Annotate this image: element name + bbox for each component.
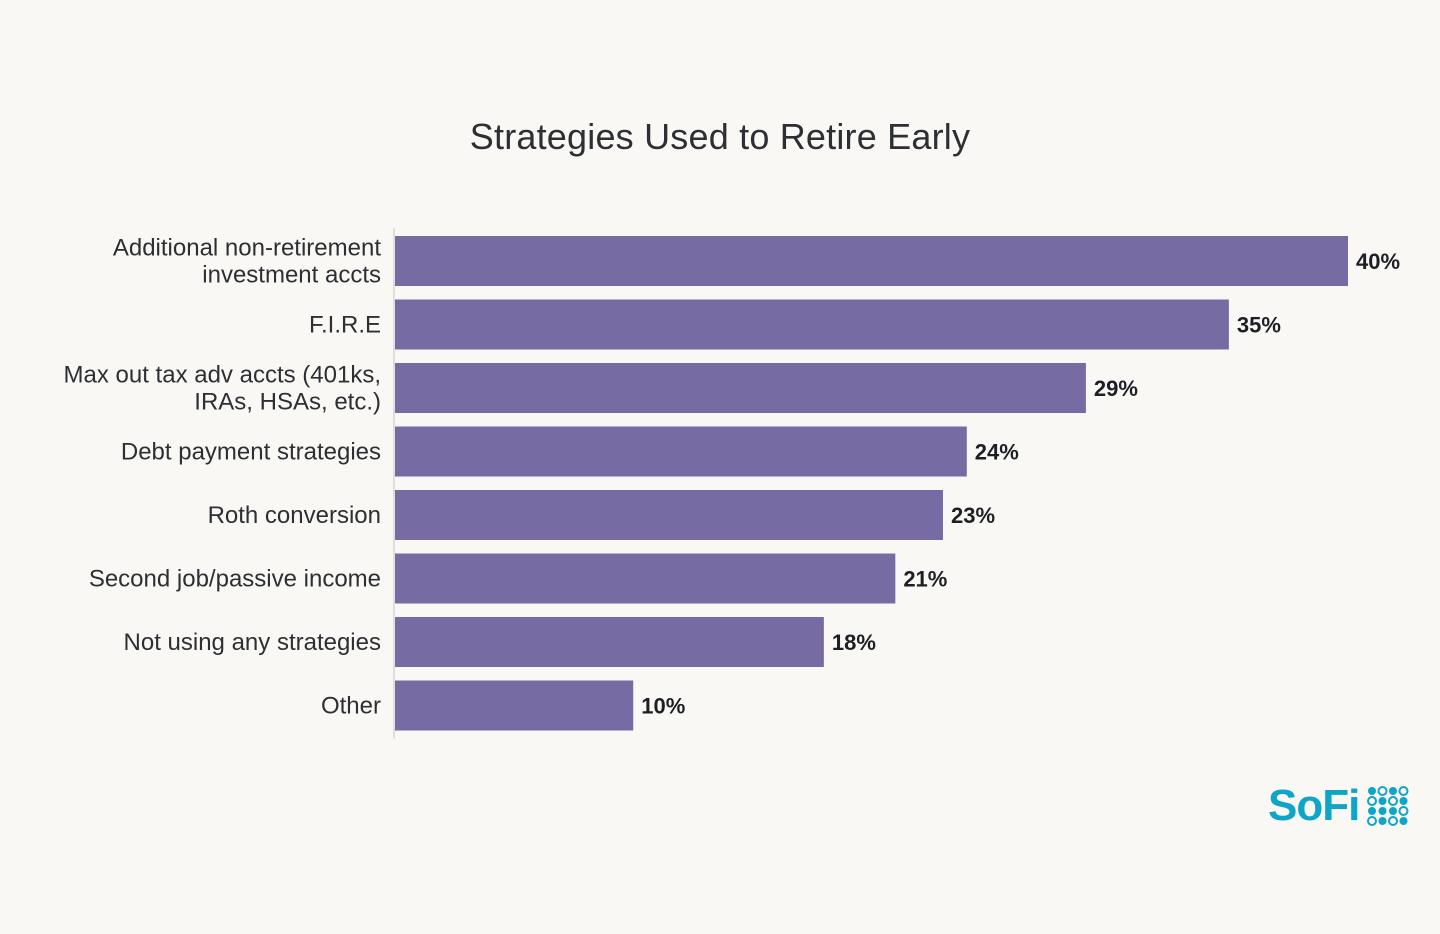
data-label: 10% [641,694,685,719]
category-label: Debt payment strategies [121,439,381,466]
logo-dot [1368,787,1377,795]
logo-dot [1367,816,1378,826]
logo-dot [1377,786,1388,796]
category-label: Not using any strategies [124,629,381,656]
category-label: F.I.R.E [309,312,381,339]
bar [395,680,634,731]
logo-dot [1378,797,1387,805]
category-label: investment accts [202,262,381,289]
data-label: 24% [975,440,1019,465]
category-label: Other [321,693,381,720]
data-label: 40% [1356,249,1400,274]
logo-dot [1388,796,1399,806]
category-label: Max out tax adv accts (401ks, [64,362,381,389]
data-label: 23% [951,503,995,528]
data-label: 18% [832,630,876,655]
bar [395,299,1229,350]
logo-dot [1378,817,1387,825]
brand-name: SoFi [1268,781,1360,830]
logo-dot [1367,796,1378,806]
sofi-dots-icon [1367,786,1409,826]
logo-dot [1389,807,1398,815]
data-label: 21% [903,567,947,592]
data-label: 29% [1094,376,1138,401]
logo-dot [1398,786,1409,796]
category-label: Roth conversion [208,502,381,529]
bar [395,490,943,540]
bar [395,363,1086,413]
logo-dot [1389,787,1398,795]
sofi-logo: SoFi [1268,784,1409,828]
bar [395,426,967,477]
bar [395,617,824,667]
logo-dot [1388,816,1399,826]
logo-dot [1399,817,1408,825]
data-label: 35% [1237,313,1281,338]
logo-dot [1399,797,1408,805]
logo-dot [1378,807,1387,815]
logo-dot [1398,806,1409,816]
category-label: IRAs, HSAs, etc.) [194,389,381,416]
logo-dot [1368,807,1377,815]
bar [395,236,1348,286]
chart-title: Strategies Used to Retire Early [469,116,971,157]
category-label: Additional non-retirement [113,235,381,262]
category-label: Second job/passive income [89,566,381,593]
bar [395,553,896,604]
